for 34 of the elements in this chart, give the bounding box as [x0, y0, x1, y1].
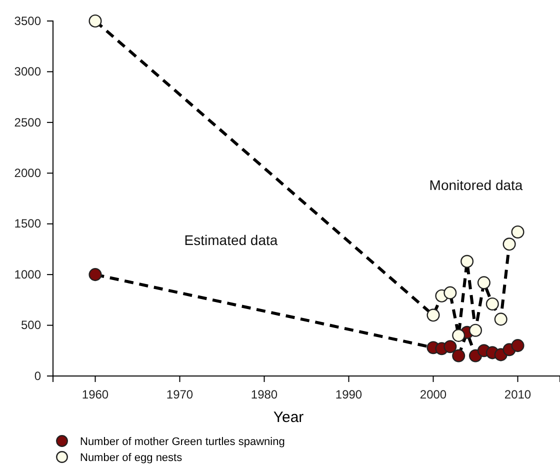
point	[452, 328, 466, 342]
x-tick-label: 1960	[82, 388, 109, 402]
x-tick-label: 2010	[504, 388, 532, 402]
y-tick-label: 1500	[14, 216, 42, 231]
point	[444, 286, 457, 300]
y-tick-label: 3000	[14, 64, 42, 79]
point	[502, 238, 516, 251]
x-tick-label: 1970	[166, 388, 194, 402]
x-tick-label: 1980	[250, 388, 278, 402]
y-tick-label: 2000	[14, 166, 42, 180]
point	[494, 312, 508, 326]
point	[426, 308, 440, 322]
annotation: Estimated data	[184, 232, 278, 248]
legend-label: Number of mother Green turtles spawning	[80, 436, 285, 448]
point	[511, 339, 524, 352]
point	[477, 276, 490, 290]
point	[452, 349, 466, 362]
point	[88, 268, 102, 282]
point	[511, 225, 524, 238]
y-tick-label: 0	[34, 368, 42, 383]
y-tick-label: 500	[20, 318, 42, 332]
y-tick-label: 1000	[14, 267, 42, 282]
point	[468, 324, 482, 337]
point	[444, 340, 457, 354]
y-tick-label: 2500	[14, 115, 42, 130]
point	[460, 254, 474, 268]
x-tick-label: 2000	[420, 388, 447, 402]
legend-label: Number of egg nests	[80, 452, 183, 464]
annotation: Monitored data	[429, 177, 523, 193]
x-tick-label: 1990	[335, 388, 362, 402]
point	[486, 297, 499, 310]
point	[88, 14, 102, 28]
y-tick-label: 3500	[14, 14, 42, 28]
x-axis-title: Year	[273, 409, 304, 426]
